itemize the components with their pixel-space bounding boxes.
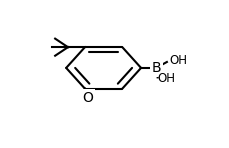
Text: OH: OH bbox=[168, 54, 186, 67]
Text: B: B bbox=[151, 61, 160, 75]
Text: OH: OH bbox=[157, 72, 175, 85]
Text: O: O bbox=[82, 91, 93, 105]
